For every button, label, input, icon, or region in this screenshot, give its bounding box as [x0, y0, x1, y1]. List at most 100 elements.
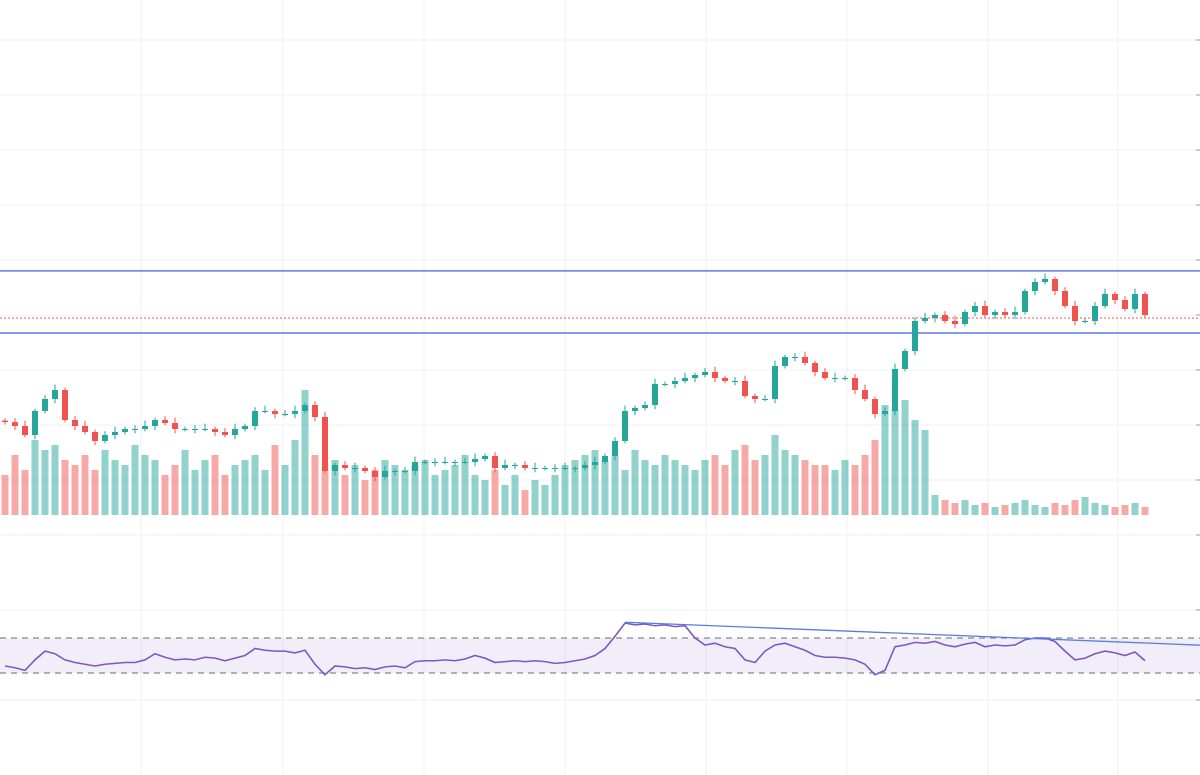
candle-body: [592, 462, 598, 465]
volume-bar: [461, 455, 469, 515]
candle-body: [442, 462, 448, 463]
candle-body: [432, 462, 438, 463]
volume-bar: [521, 490, 529, 515]
candle-body: [372, 471, 378, 477]
horizontal-levels[interactable]: [0, 270, 1200, 334]
candle-body: [202, 429, 208, 430]
volume-bar: [331, 460, 339, 515]
candle-body: [552, 468, 558, 469]
volume-bar: [801, 460, 809, 515]
volume-bar: [181, 450, 189, 515]
volume-bar: [571, 460, 579, 515]
candle-body: [1072, 306, 1078, 321]
candle-body: [612, 441, 618, 456]
volume-bar: [71, 465, 79, 515]
candle-body: [642, 405, 648, 408]
candle-body: [112, 432, 118, 435]
candle-body: [462, 462, 468, 463]
volume-bar: [921, 430, 929, 515]
volume-bar: [431, 475, 439, 515]
volume-bar: [701, 460, 709, 515]
volume-bar: [11, 455, 19, 515]
volume-bar: [111, 460, 119, 515]
candle-body: [312, 405, 318, 417]
volume-bar: [421, 460, 429, 515]
candle-body: [582, 465, 588, 468]
candle-body: [302, 405, 308, 411]
candle-body: [842, 378, 848, 379]
volume-bar: [201, 460, 209, 515]
rsi-band: [0, 638, 1200, 673]
candle-body: [672, 381, 678, 384]
candle-body: [1042, 279, 1048, 282]
volume-bar: [91, 470, 99, 515]
candle-body: [452, 462, 458, 463]
volume-bar: [1081, 497, 1089, 515]
candle-body: [522, 465, 528, 468]
candle-body: [682, 378, 688, 381]
volume-bar: [981, 503, 989, 515]
volume-bar: [1061, 505, 1069, 515]
volume-bar: [1121, 505, 1129, 515]
candle-body: [222, 432, 228, 435]
volume-bar: [751, 460, 759, 515]
candle-body: [182, 429, 188, 430]
candle-body: [82, 426, 88, 432]
candle-body: [2, 420, 8, 423]
candle-body: [882, 411, 888, 414]
rsi-line: [4, 622, 1146, 676]
volume-bar: [301, 390, 309, 515]
candle-body: [262, 411, 268, 412]
candle-body: [632, 408, 638, 411]
candle-body: [872, 399, 878, 414]
volume-bar: [241, 460, 249, 515]
candle-body: [732, 381, 738, 382]
candle-body: [192, 429, 198, 430]
volume-bar: [791, 455, 799, 515]
candle-body: [232, 429, 238, 435]
volume-bar: [1131, 503, 1139, 515]
candle-body: [92, 432, 98, 441]
candle-body: [892, 369, 898, 411]
volume-bar: [1, 475, 9, 515]
candle-body: [362, 468, 368, 471]
rsi-pane: [0, 621, 1200, 676]
candle-body: [392, 471, 398, 472]
candle-body: [972, 306, 978, 312]
volume-bar: [961, 500, 969, 515]
volume-bar: [1051, 503, 1059, 515]
volume-bar: [1071, 500, 1079, 515]
candle-body: [162, 420, 168, 423]
candle-body: [352, 468, 358, 469]
volume-bar: [871, 440, 879, 515]
candle-body: [1122, 300, 1128, 309]
candle-body: [832, 378, 838, 379]
candle-body: [862, 390, 868, 399]
volume-bar: [671, 460, 679, 515]
candle-body: [502, 465, 508, 468]
volume-bar: [951, 503, 959, 515]
candle-body: [712, 372, 718, 378]
candle-body: [102, 435, 108, 441]
volume-bar: [641, 460, 649, 515]
volume-bar: [861, 455, 869, 515]
volume-bar: [231, 465, 239, 515]
volume-bar: [941, 500, 949, 515]
volume-bar: [471, 475, 479, 515]
candle-body: [72, 420, 78, 426]
candle-body: [822, 372, 828, 378]
candle-body: [692, 375, 698, 378]
candle-body: [122, 429, 128, 432]
volume-bar: [121, 465, 129, 515]
candle-body: [172, 423, 178, 429]
candle-body: [1132, 294, 1138, 309]
candle-body: [962, 312, 968, 324]
volume-bar: [281, 465, 289, 515]
volume-bars: [1, 390, 1149, 515]
volume-bar: [491, 470, 499, 515]
volume-bar: [361, 480, 369, 515]
candle-body: [722, 378, 728, 381]
volume-bar: [881, 405, 889, 515]
candle-body: [62, 390, 68, 420]
